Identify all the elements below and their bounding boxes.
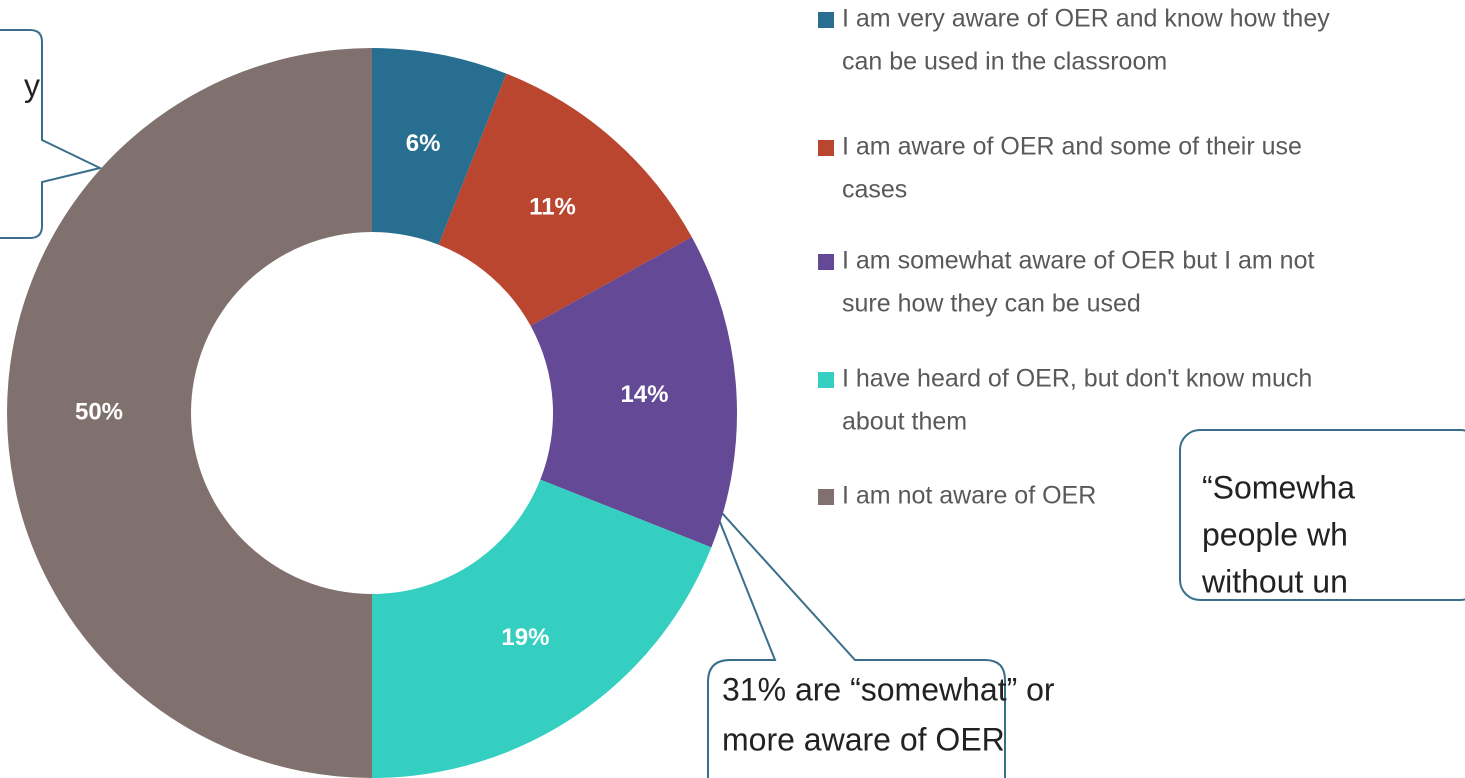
- donut-slice: [372, 48, 507, 245]
- legend-swatch: [818, 372, 834, 388]
- slice-label: 19%: [501, 624, 549, 651]
- callout-left: [0, 29, 103, 239]
- legend-label: can be used in the classroom: [842, 48, 1167, 76]
- legend-label: I am very aware of OER and know how they: [842, 5, 1330, 33]
- callout-text: y: [24, 67, 40, 103]
- slice-label: 11%: [529, 194, 576, 221]
- donut-slice: [7, 48, 372, 778]
- legend-swatch: [818, 489, 834, 505]
- legend-label: cases: [842, 176, 907, 204]
- callout-text: 31% are “somewhat” or: [722, 671, 1055, 707]
- legend-label: I am somewhat aware of OER but I am not: [842, 247, 1314, 275]
- slice-label: 6%: [406, 130, 441, 157]
- donut-slice: [438, 73, 692, 326]
- legend-swatch: [818, 12, 834, 28]
- legend-label: I am aware of OER and some of their use: [842, 133, 1302, 161]
- legend-swatch: [818, 254, 834, 270]
- legend-label: I am not aware of OER: [842, 482, 1096, 510]
- callout-text: people wh: [1202, 516, 1348, 552]
- callout-text: more aware of OER: [722, 721, 1005, 757]
- slice-label: 14%: [620, 381, 668, 408]
- callout-bottom: [707, 501, 1006, 778]
- legend-label: about them: [842, 408, 967, 436]
- legend-label: sure how they can be used: [842, 290, 1141, 318]
- callout-text: “Somewha: [1202, 469, 1355, 505]
- callout-right: [1179, 429, 1465, 601]
- callout-text: without un: [1201, 563, 1348, 599]
- legend-label: I have heard of OER, but don't know much: [842, 365, 1312, 393]
- slice-label: 50%: [75, 398, 123, 425]
- donut-slice: [372, 479, 712, 778]
- legend-swatch: [818, 140, 834, 156]
- donut-slice: [530, 237, 737, 548]
